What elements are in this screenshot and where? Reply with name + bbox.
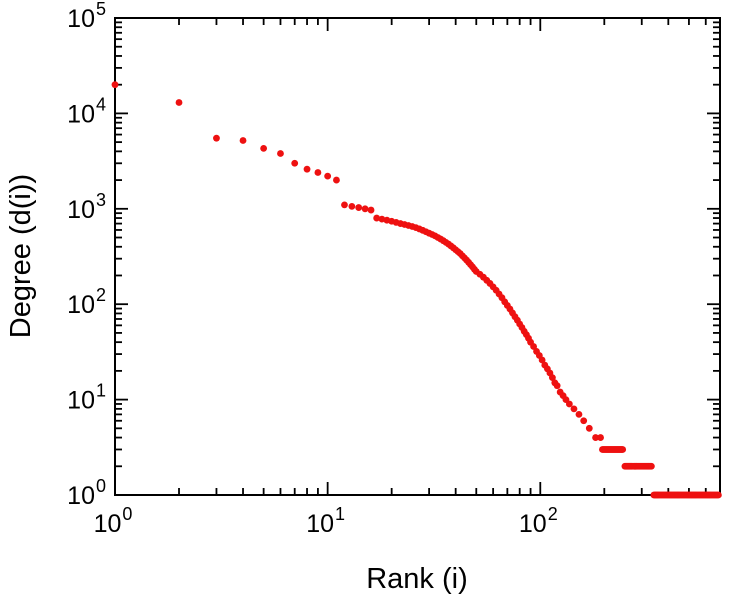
data-point xyxy=(361,205,369,213)
y-axis-label: Degree (d(i)) xyxy=(5,174,37,338)
tick-label: 105 xyxy=(67,0,106,33)
x-axis-label: Rank (i) xyxy=(366,563,468,595)
data-point xyxy=(314,169,322,176)
data-point xyxy=(303,165,311,173)
data-point xyxy=(548,374,556,382)
data-point xyxy=(575,410,583,418)
data-point xyxy=(592,434,599,441)
data-point xyxy=(355,204,363,211)
plot-frame xyxy=(114,17,721,496)
axis-ticks xyxy=(114,17,721,496)
data-point xyxy=(580,417,588,425)
data-point xyxy=(597,434,604,441)
tick-label: 102 xyxy=(67,285,106,319)
axis-tick-labels: 100 101 102 100 101 102 103 104 105 xyxy=(67,0,558,538)
data-point xyxy=(333,176,340,184)
tick-label: 104 xyxy=(67,94,106,128)
data-point xyxy=(260,144,268,152)
data-point xyxy=(530,343,537,350)
tick-label: 101 xyxy=(67,381,106,415)
data-point xyxy=(538,356,546,364)
tick-label: 101 xyxy=(306,504,345,538)
data-point xyxy=(585,424,593,432)
data-point xyxy=(367,206,375,214)
data-point xyxy=(213,134,220,142)
data-point xyxy=(277,150,284,157)
data-point xyxy=(111,81,119,89)
tick-label: 103 xyxy=(67,190,106,224)
tick-label: 102 xyxy=(519,504,558,538)
tick-label: 100 xyxy=(67,476,106,510)
data-point xyxy=(570,405,578,413)
data-point xyxy=(553,382,561,390)
data-points xyxy=(111,81,722,499)
data-point xyxy=(175,99,183,106)
tick-label: 100 xyxy=(94,504,133,538)
data-point xyxy=(373,214,381,222)
data-point xyxy=(341,201,348,209)
data-point xyxy=(324,172,332,180)
data-point xyxy=(715,491,722,499)
data-point xyxy=(291,159,299,167)
data-point xyxy=(647,462,655,470)
data-point xyxy=(619,446,627,453)
data-point xyxy=(565,400,573,408)
data-point xyxy=(348,202,356,210)
data-point xyxy=(239,137,247,144)
